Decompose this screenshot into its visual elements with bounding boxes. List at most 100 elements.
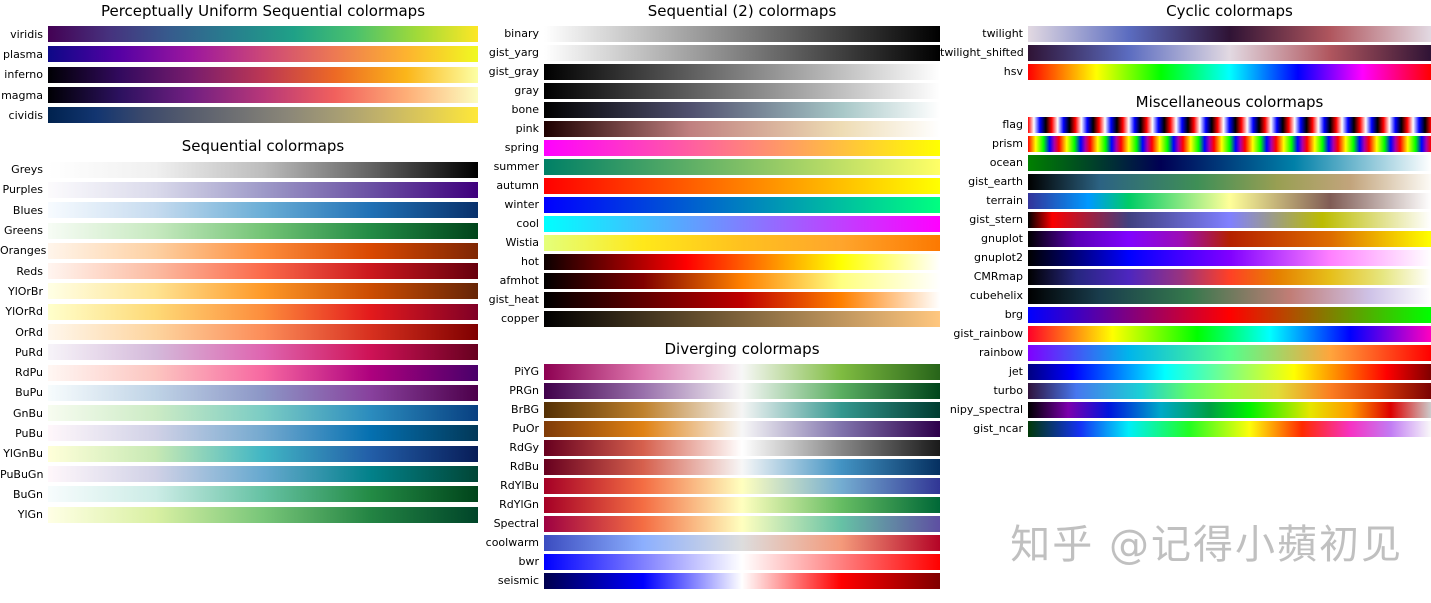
- colormap-swatch: [544, 382, 940, 399]
- colormap-label: cool: [516, 217, 539, 230]
- colormap-swatch: [1028, 135, 1431, 152]
- colormap-swatch: [48, 384, 478, 401]
- colormap-label: Wistia: [505, 236, 539, 249]
- colormap-swatch: [48, 46, 478, 63]
- colormap-label: PRGn: [509, 384, 539, 397]
- colormap-label: RdYlBu: [500, 479, 539, 492]
- colormap-label: summer: [493, 160, 539, 173]
- colormap-label: spring: [504, 141, 539, 154]
- colormap-swatch: [1028, 420, 1431, 437]
- colormap-row: seismic: [478, 571, 940, 590]
- colormap-swatch: [544, 534, 940, 551]
- section-title-row: Miscellaneous colormaps: [940, 94, 1431, 111]
- colormap-label: RdYlGn: [499, 498, 539, 511]
- colormap-swatch: [48, 161, 478, 178]
- colormap-label: Greens: [3, 224, 43, 238]
- colormap-label: gray: [514, 84, 539, 97]
- colormap-row: gnuplot2: [940, 248, 1431, 267]
- colormap-row: hot: [478, 252, 940, 271]
- colormap-row: gist_ncar: [940, 419, 1431, 438]
- colormap-row: Wistia: [478, 233, 940, 252]
- colormap-swatch: [544, 401, 940, 418]
- colormap-row: afmhot: [478, 271, 940, 290]
- colormap-label: Reds: [16, 264, 43, 278]
- colormap-row: inferno: [0, 65, 478, 85]
- colormap-label: terrain: [986, 194, 1023, 207]
- colormap-row: twilight_shifted: [940, 43, 1431, 62]
- colormap-swatch: [544, 310, 940, 327]
- colormap-row: flag: [940, 115, 1431, 134]
- colormap-swatch: [48, 66, 478, 83]
- colormap-label: autumn: [496, 179, 539, 192]
- colormap-swatch: [1028, 25, 1431, 42]
- colormap-row: PuRd: [0, 342, 478, 362]
- colormap-row: Blues: [0, 200, 478, 220]
- colormap-swatch: [48, 202, 478, 219]
- section-title: Cyclic colormaps: [1166, 2, 1293, 20]
- colormap-label: magma: [1, 88, 43, 102]
- colormap-label: prism: [991, 137, 1023, 150]
- colormap-row: pink: [478, 119, 940, 138]
- colormap-label: pink: [515, 122, 539, 135]
- colormap-swatch: [544, 177, 940, 194]
- colormap-swatch: [48, 87, 478, 104]
- title-spacer: [940, 3, 1028, 20]
- title-spacer: [478, 3, 544, 20]
- colormap-label: YlGnBu: [3, 447, 43, 461]
- colormap-label: binary: [504, 27, 539, 40]
- section-title: Sequential (2) colormaps: [647, 2, 837, 20]
- colormap-swatch: [1028, 325, 1431, 342]
- colormap-label: ocean: [989, 156, 1023, 169]
- colormap-row: jet: [940, 362, 1431, 381]
- colormap-label: twilight_shifted: [940, 46, 1024, 59]
- colormap-row: Spectral: [478, 514, 940, 533]
- colormap-swatch: [1028, 230, 1431, 247]
- colormap-row: magma: [0, 85, 478, 105]
- colormap-swatch: [48, 303, 478, 320]
- colormap-row: RdBu: [478, 457, 940, 476]
- colormap-label: BuGn: [12, 487, 43, 501]
- colormap-swatch: [544, 196, 940, 213]
- colormap-swatch: [544, 139, 940, 156]
- colormap-label: PiYG: [514, 365, 539, 378]
- title-spacer: [478, 341, 544, 358]
- colormap-swatch: [48, 506, 478, 523]
- colormap-swatch: [48, 263, 478, 280]
- colormap-label: PuBuGn: [0, 467, 44, 481]
- colormap-swatch: [544, 253, 940, 270]
- colormap-swatch: [48, 242, 478, 259]
- colormap-label: Spectral: [493, 517, 539, 530]
- colormap-row: twilight: [940, 24, 1431, 43]
- colormap-section: Perceptually Uniform Sequential colormap…: [0, 3, 478, 125]
- colormap-row: turbo: [940, 381, 1431, 400]
- colormap-label: gist_yarg: [488, 46, 539, 59]
- colormap-label: plasma: [3, 47, 43, 61]
- colormap-swatch: [544, 477, 940, 494]
- watermark: 知乎 @记得小蘋初见: [1010, 522, 1403, 568]
- colormap-label: hot: [520, 255, 539, 268]
- colormap-label: RdBu: [509, 460, 539, 473]
- colormap-label: flag: [1002, 118, 1023, 131]
- colormap-row: gist_heat: [478, 290, 940, 309]
- colormap-label: bone: [511, 103, 539, 116]
- colormap-swatch: [1028, 363, 1431, 380]
- section-title-row: Sequential (2) colormaps: [478, 3, 940, 20]
- colormap-row: PuBuGn: [0, 464, 478, 484]
- colormap-row: rainbow: [940, 343, 1431, 362]
- colormap-swatch: [544, 215, 940, 232]
- colormap-section: Diverging colormaps PiYG PRGn BrBG PuOr RdGy R…: [478, 341, 940, 590]
- colormap-row: nipy_spectral: [940, 400, 1431, 419]
- colormap-label: cividis: [8, 108, 43, 122]
- section-title: Sequential colormaps: [181, 137, 345, 156]
- colormap-row: gnuplot: [940, 229, 1431, 248]
- colormap-row: gist_rainbow: [940, 324, 1431, 343]
- colormap-swatch: [1028, 306, 1431, 323]
- colormap-row: binary: [478, 24, 940, 43]
- colormap-swatch: [48, 445, 478, 462]
- colormap-swatch: [1028, 44, 1431, 61]
- colormap-label: GnBu: [12, 406, 43, 420]
- colormap-swatch: [48, 283, 478, 300]
- colormap-row: plasma: [0, 44, 478, 64]
- colormap-label: CMRmap: [973, 270, 1023, 283]
